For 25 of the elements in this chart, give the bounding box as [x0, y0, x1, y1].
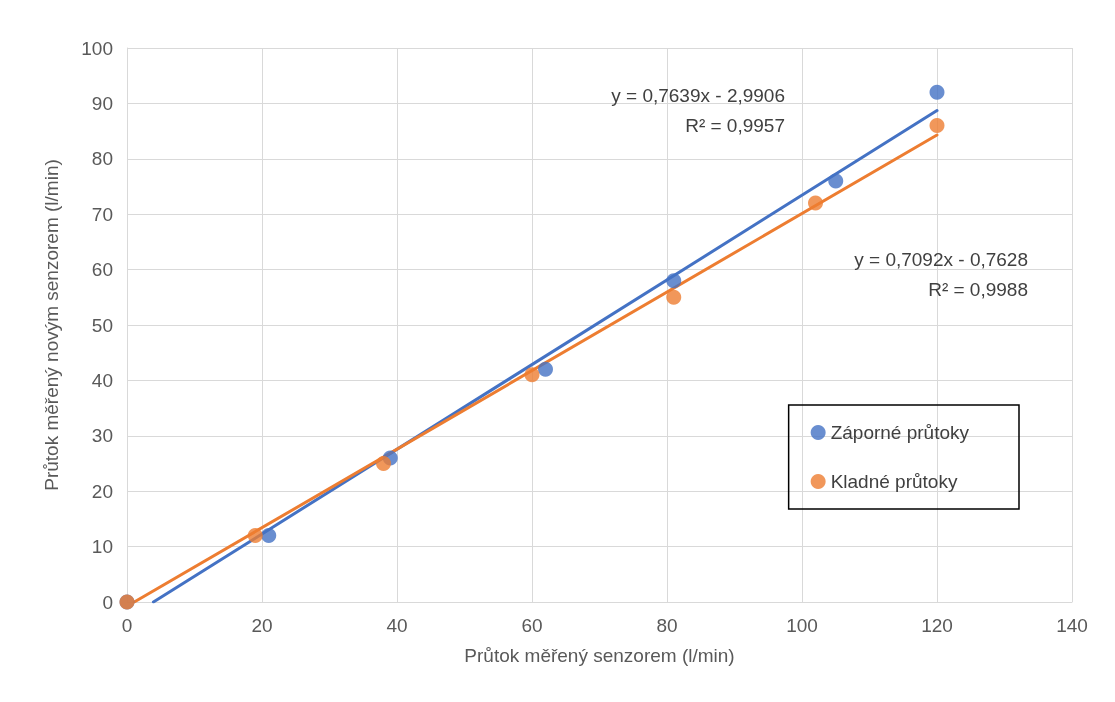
y-tick-label: 20	[91, 480, 113, 502]
x-tick-label: 40	[386, 615, 408, 636]
x-tick-label: 0	[121, 615, 133, 636]
y-tick-label: 40	[91, 369, 113, 391]
x-axis-title: Průtok měřený senzorem (l/min)	[464, 645, 735, 666]
y-tick-label: 70	[91, 203, 113, 225]
legend-label: Záporné průtoky	[830, 422, 970, 443]
legend-label: Kladné průtoky	[830, 471, 958, 492]
annotation: y = 0,7092x - 0,7628 R² = 0,9988	[854, 248, 1028, 300]
x-tick-label: 80	[656, 615, 678, 636]
x-tick-label: 120	[921, 615, 953, 636]
y-tick-label: 30	[91, 425, 113, 447]
y-axis-title: Průtok měřený novým senzorem (l/min)	[41, 159, 62, 491]
y-tick-label: 90	[91, 92, 113, 114]
x-tick-label: 20	[251, 615, 273, 636]
y-tick-label: 100	[81, 37, 113, 59]
x-tick-label: 140	[1056, 615, 1088, 636]
annotation: y = 0,7639x - 2,9906 R² = 0,9957	[611, 84, 785, 136]
y-tick-label: 50	[91, 314, 113, 336]
y-tick-label: 10	[91, 536, 113, 558]
y-tick-label: 60	[91, 259, 113, 281]
x-tick-label: 100	[786, 615, 818, 636]
y-tick-label: 80	[91, 148, 113, 170]
x-tick-label: 60	[521, 615, 543, 636]
y-tick-label: 0	[102, 591, 113, 613]
